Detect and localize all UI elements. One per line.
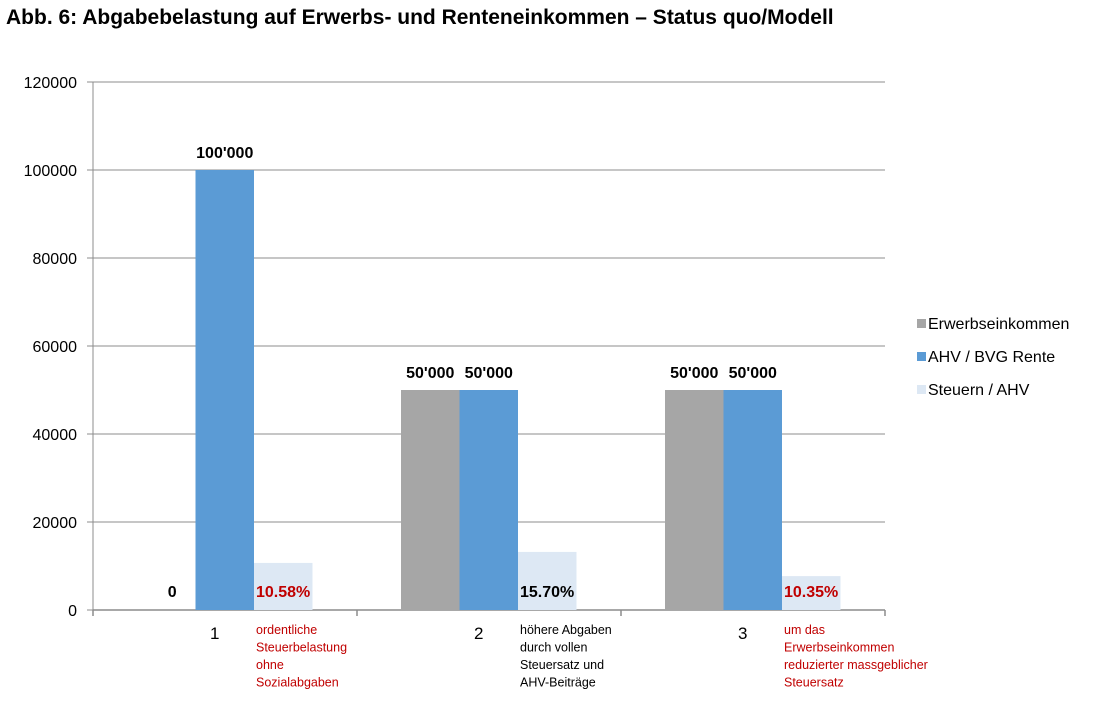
bar [518,551,577,610]
x-tick-label: 1 [210,624,219,643]
data-label: 50'000 [670,365,718,382]
category-note: höhere Abgaben [520,623,612,637]
chart-title: Abb. 6: Abgabebelastung auf Erwerbs- und… [6,6,834,29]
data-label: 50'000 [465,365,513,382]
y-tick-label: 20000 [33,515,78,532]
legend-swatch [917,352,926,361]
data-label: 50'000 [729,365,777,382]
bar [195,170,254,610]
bar [782,576,841,610]
category-note: um das [784,623,825,637]
category-note: durch vollen [520,641,587,655]
category-note: AHV-Beiträge [520,676,596,690]
category-note: Sozialabgaben [256,676,339,690]
legend-label: Erwerbseinkommen [928,316,1069,333]
data-label: 50'000 [406,365,454,382]
category-note: Steuersatz und [520,658,604,672]
data-label: 15.70% [520,584,574,601]
legend-label: AHV / BVG Rente [928,349,1055,366]
bar [401,390,460,610]
y-tick-label: 60000 [33,339,78,356]
category-note: Steuersatz [784,676,844,690]
legend-label: Steuern / AHV [928,382,1030,399]
data-label: 100'000 [196,145,253,162]
legend-swatch [917,319,926,328]
x-tick-label: 2 [474,624,483,643]
y-tick-label: 0 [68,603,77,620]
x-tick-label: 3 [738,624,747,643]
category-note: ordentliche [256,623,317,637]
bar [254,562,313,610]
y-tick-label: 40000 [33,427,78,444]
category-note: reduzierter massgeblicher [784,658,928,672]
category-note: Steuerbelastung [256,641,347,655]
category-note: ohne [256,658,284,672]
category-note: Erwerbseinkommen [784,641,895,655]
data-label: 10.35% [784,584,838,601]
legend-swatch [917,385,926,394]
bar [459,390,518,610]
y-tick-label: 120000 [24,75,77,92]
bar [723,390,782,610]
y-tick-label: 80000 [33,251,78,268]
data-label: 10.58% [256,584,310,601]
y-tick-label: 100000 [24,163,77,180]
data-label: 0 [168,584,177,601]
bar [665,390,724,610]
